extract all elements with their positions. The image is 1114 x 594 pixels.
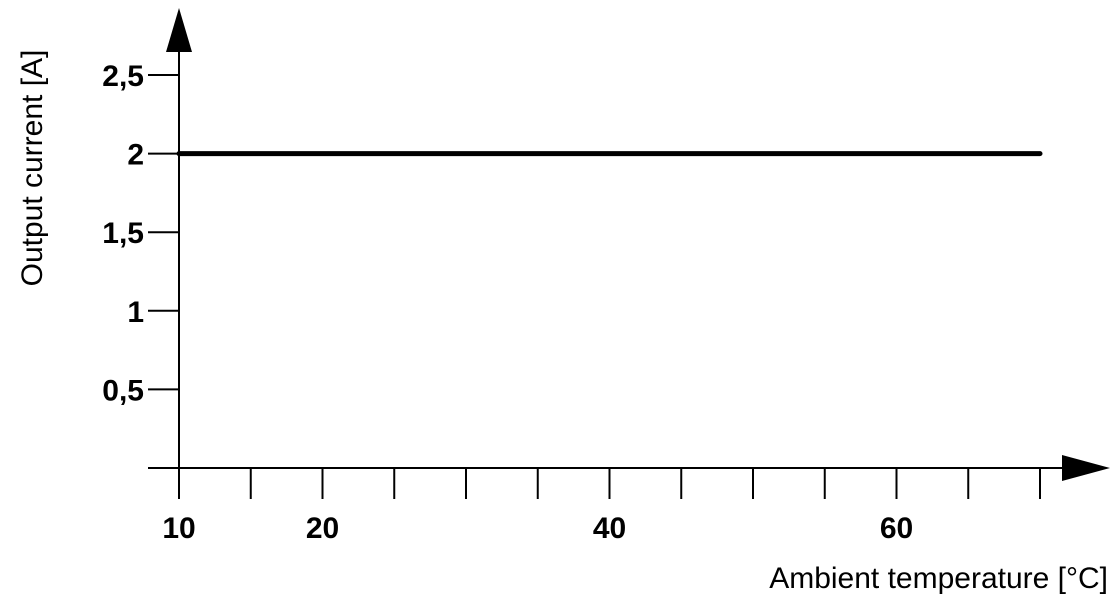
axes: [148, 8, 1110, 481]
y-tick-label: 1,5: [102, 217, 144, 250]
y-tick-label: 2: [127, 139, 144, 172]
y-tick-label: 2,5: [102, 60, 144, 93]
x-ticks: 10 20 40 60: [162, 468, 1041, 545]
x-tick-label: 20: [306, 512, 339, 545]
y-axis-arrow: [166, 8, 192, 52]
x-tick-label: 10: [162, 512, 195, 545]
x-tick-label: 60: [880, 512, 913, 545]
x-axis-title: Ambient temperature [°C]: [769, 562, 1108, 594]
y-tick-label: 0,5: [102, 374, 144, 407]
y-tick-label: 1: [127, 296, 144, 329]
x-tick-label: 40: [593, 512, 626, 545]
y-ticks: 0,5 1 1,5 2 2,5: [102, 60, 179, 407]
x-axis-arrow: [1062, 455, 1110, 481]
y-axis-title: Output current [A]: [16, 50, 49, 287]
